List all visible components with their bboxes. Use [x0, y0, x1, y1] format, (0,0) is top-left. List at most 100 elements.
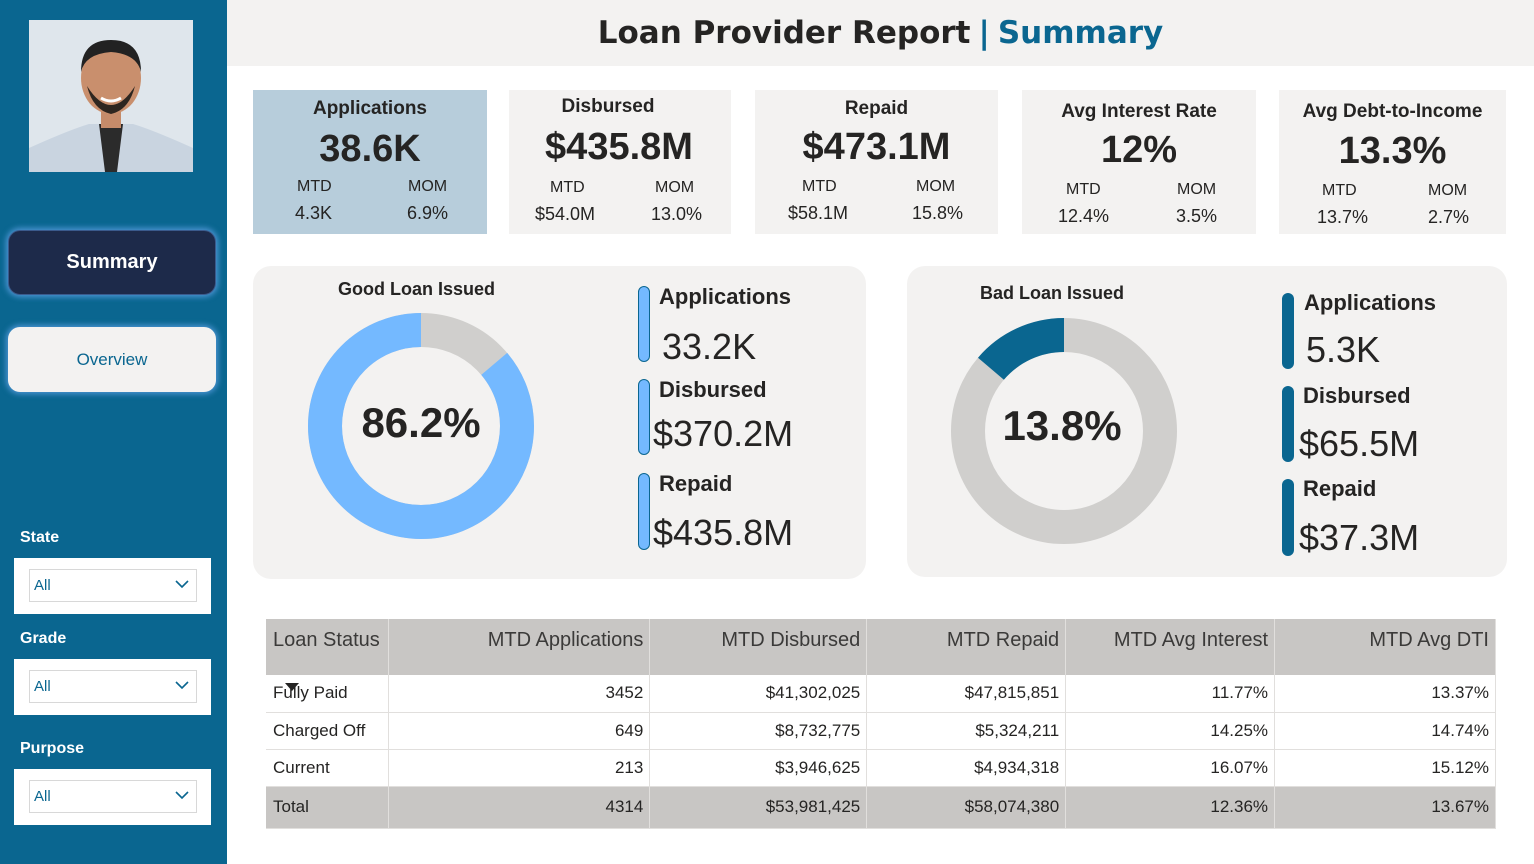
state-dropdown-value: All [34, 577, 51, 594]
purpose-filter: All [14, 769, 211, 825]
bad-loan-title: Bad Loan Issued [980, 283, 1125, 303]
column-header-mtd-avg-dti[interactable]: MTD Avg DTI [1274, 619, 1496, 675]
bad-loan-repaid-label: Repaid [1303, 476, 1377, 501]
table-cell: 12.36% [1065, 786, 1276, 829]
grade-dropdown[interactable]: All [29, 670, 197, 703]
good-loan-stat-bar [638, 473, 650, 550]
kpi-mtd-value: 13.7% [1317, 207, 1369, 227]
good-loan-repaid-value: $435.8M [653, 512, 794, 553]
kpi-mom-value: 13.0% [651, 204, 703, 224]
table-row[interactable]: Current 213 $3,946,625 $4,934,318 16.07%… [266, 749, 1496, 787]
table-cell: $5,324,211 [866, 712, 1067, 750]
column-header-mtd-avg-interest[interactable]: MTD Avg Interest [1065, 619, 1276, 675]
kpi-mom-label: MOM [1428, 182, 1468, 199]
kpi-value: 12% [1100, 129, 1178, 171]
table-cell: 13.67% [1274, 786, 1496, 829]
kpi-card-applications[interactable]: Applications 38.6K MTD MOM 4.3K 6.9% [253, 90, 487, 234]
kpi-title: Repaid [844, 98, 909, 119]
page-title: Loan Provider Report [597, 15, 971, 51]
kpi-value: 13.3% [1338, 130, 1447, 172]
table-row[interactable]: Charged Off 649 $8,732,775 $5,324,211 14… [266, 712, 1496, 750]
purpose-dropdown-value: All [34, 788, 51, 805]
kpi-mtd-label: MTD [550, 179, 585, 196]
kpi-mtd-label: MTD [1322, 182, 1357, 199]
kpi-mom-label: MOM [655, 179, 695, 196]
bad-loan-stat-bar [1282, 293, 1294, 369]
page-header: Loan Provider Report | Summary [227, 0, 1534, 66]
page-subtitle: Summary [997, 15, 1164, 51]
table-cell: $47,815,851 [866, 675, 1067, 713]
state-dropdown[interactable]: All [29, 569, 197, 602]
grade-filter: All [14, 659, 211, 715]
table-cell: $41,302,025 [649, 675, 868, 713]
kpi-mtd-value: $58.1M [788, 203, 849, 223]
table-cell: Fully Paid [266, 675, 390, 713]
table-cell: Charged Off [266, 712, 390, 750]
purpose-dropdown[interactable]: All [29, 780, 197, 813]
bad-loan-repaid-value: $37.3M [1299, 517, 1420, 558]
chevron-down-icon [175, 681, 189, 690]
kpi-mtd-label: MTD [1066, 181, 1101, 198]
table-cell: Total [266, 786, 390, 829]
kpi-mom-label: MOM [408, 178, 448, 195]
kpi-card-avg-interest-rate[interactable]: Avg Interest Rate 12% MTD MOM 12.4% 3.5% [1022, 90, 1256, 234]
chevron-down-icon [175, 791, 189, 800]
bad-loan-donut [951, 318, 1177, 544]
table-cell: $58,074,380 [866, 786, 1067, 829]
good-loan-disbursed-label: Disbursed [659, 377, 767, 402]
kpi-mom-value: 2.7% [1428, 207, 1470, 227]
good-loan-repaid-label: Repaid [659, 471, 733, 496]
kpi-title: Applications [312, 98, 427, 119]
nav-overview-button[interactable]: Overview [8, 327, 216, 392]
bad-loan-panel: Bad Loan Issued 13.8% Applications 5.3K … [907, 266, 1507, 577]
good-loan-donut [308, 313, 534, 539]
kpi-mtd-value: 4.3K [295, 203, 333, 223]
table-row[interactable]: Fully Paid 3452 $41,302,025 $47,815,851 … [266, 675, 1496, 713]
purpose-filter-label: Purpose [20, 740, 85, 757]
sort-descending-icon[interactable] [285, 683, 299, 691]
good-loan-applications-label: Applications [659, 284, 792, 309]
column-header-mtd-disbursed[interactable]: MTD Disbursed [649, 619, 868, 675]
chevron-down-icon [175, 580, 189, 589]
table-cell: $4,934,318 [866, 749, 1067, 787]
kpi-value: 38.6K [319, 128, 421, 170]
bad-loan-donut-arc [951, 318, 1177, 544]
table-cell: 649 [388, 712, 651, 750]
good-loan-panel: Good Loan Issued 86.2% Applications 33.2… [253, 266, 866, 579]
table-cell: $53,981,425 [649, 786, 868, 829]
bad-loan-applications-label: Applications [1304, 290, 1437, 315]
loan-status-table: Loan Status MTD Applications MTD Disburs… [266, 619, 1496, 829]
kpi-mom-value: 6.9% [407, 203, 449, 223]
kpi-card-repaid[interactable]: Repaid $473.1M MTD MOM $58.1M 15.8% [755, 90, 998, 234]
table-cell: 4314 [388, 786, 651, 829]
grade-filter-label: Grade [20, 630, 67, 647]
good-loan-disbursed-value: $370.2M [653, 413, 794, 454]
table-cell: 14.25% [1065, 712, 1276, 750]
kpi-title: Avg Debt-to-Income [1302, 101, 1483, 122]
bad-loan-disbursed-label: Disbursed [1303, 383, 1411, 408]
table-cell: $8,732,775 [649, 712, 868, 750]
grade-dropdown-value: All [34, 678, 51, 695]
kpi-mom-label: MOM [1177, 181, 1217, 198]
table-cell: $3,946,625 [649, 749, 868, 787]
kpi-mom-value: 3.5% [1176, 206, 1218, 226]
kpi-title: Disbursed [561, 96, 655, 117]
table-cell: 14.74% [1274, 712, 1496, 750]
kpi-mtd-label: MTD [802, 178, 837, 195]
table-header-row: Loan Status MTD Applications MTD Disburs… [266, 619, 1496, 691]
nav-summary-button[interactable]: Summary [8, 230, 216, 295]
good-loan-donut-arc [308, 313, 534, 539]
kpi-mom-value: 15.8% [912, 203, 964, 223]
sidebar: Summary Overview State All Grade All Pur… [0, 0, 227, 864]
kpi-value: $473.1M [802, 126, 951, 168]
kpi-title: Avg Interest Rate [1061, 101, 1217, 122]
state-filter-label: State [20, 529, 60, 546]
kpi-card-avg-debt-to-income[interactable]: Avg Debt-to-Income 13.3% MTD MOM 13.7% 2… [1279, 90, 1506, 234]
column-header-mtd-repaid[interactable]: MTD Repaid [866, 619, 1067, 675]
kpi-mom-label: MOM [916, 178, 956, 195]
column-header-mtd-applications[interactable]: MTD Applications [388, 619, 651, 675]
kpi-card-disbursed[interactable]: Disbursed $435.8M MTD MOM $54.0M 13.0% [509, 90, 731, 234]
table-cell: 15.12% [1274, 749, 1496, 787]
avatar [29, 20, 193, 172]
column-header-loan-status[interactable]: Loan Status [266, 619, 390, 691]
